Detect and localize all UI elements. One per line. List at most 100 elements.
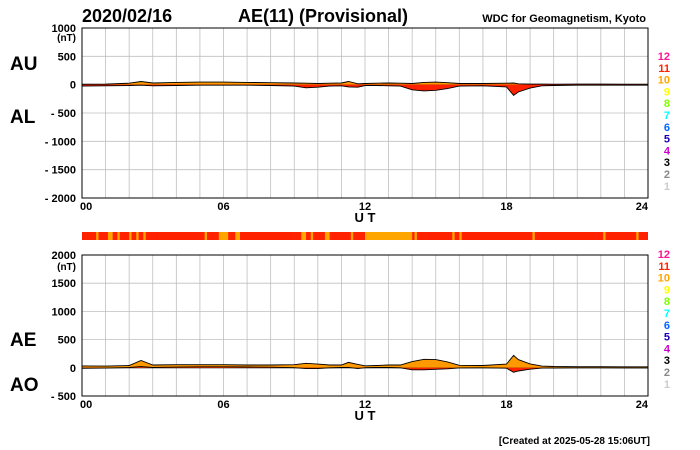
y-tick-label: - 2000 [45,193,76,205]
series-line-ao [81,366,648,373]
y-tick-label: 500 [58,51,76,63]
legend-item: 5 [664,134,670,146]
legend-item: 6 [664,122,670,134]
date-title: 2020/02/16 [82,6,172,26]
series-label-ae: AE [10,330,36,351]
y-tick-label: 1500 [52,278,76,290]
x-tick-label: 18 [500,399,512,411]
legend-item: 10 [658,75,670,87]
series-label-au: AU [10,54,37,75]
x-tick-label: 12 [359,201,371,213]
area-ae [82,355,648,368]
data-availability-bar [82,232,648,240]
availability-segment [603,232,606,240]
plot-frame [81,27,649,199]
source-label: WDC for Geomagnetism, Kyoto [482,13,646,25]
x-axis-label: U T [355,408,376,423]
y-tick-label: 2000 [52,250,76,262]
x-tick-labels: 00 06 12 18 24 [80,399,649,411]
availability-segment [636,232,639,240]
availability-segment [310,232,314,240]
y-tick-label: - 1500 [45,165,76,177]
legend-item: 7 [664,308,670,320]
grid [82,27,648,199]
y-tick-label: 0 [70,80,76,92]
y-tick-label: 500 [58,335,76,347]
legend-item: 9 [664,86,670,98]
series-line-au [81,81,648,85]
legend-item: 6 [664,320,670,332]
availability-segment [301,232,307,240]
plot-frame [81,254,649,397]
series-label-ao: AO [10,375,39,396]
created-timestamp: [Created at 2025-05-28 15:06UT] [499,436,650,447]
legend-item: 11 [658,63,670,75]
x-tick-label: 24 [636,399,649,411]
legend-item: 10 [658,273,670,285]
x-tick-label: 00 [80,201,92,213]
legend-item: 7 [664,110,670,122]
legend-item: 5 [664,332,670,344]
legend-item: 2 [664,169,670,181]
availability-segment [235,232,241,240]
availability-segment [143,232,146,240]
legend-item: 4 [664,145,671,157]
legend-item: 3 [664,355,670,367]
data-lines [81,354,648,373]
availability-segment [324,232,330,240]
availability-segment [204,232,207,240]
availability-segment [365,232,413,240]
availability-segment [117,232,120,240]
availability-segment [107,232,113,240]
grid [82,254,648,397]
legend-item: 8 [664,98,670,110]
availability-segment [452,232,455,240]
legend-item: 4 [664,343,671,355]
legend-item: 2 [664,367,670,379]
legend-item: 1 [664,379,670,391]
availability-segment [96,232,99,240]
x-tick-labels: 00 06 12 18 24 [80,201,649,213]
y-tick-label: 1000 [52,23,76,35]
x-axis-label: U T [355,210,376,225]
y-tick-labels: 1000 500 0 - 500 - 1000 - 1500 - 2000 [45,23,76,205]
legend-item: 9 [664,284,670,296]
legend-item: 11 [658,261,670,273]
y-tick-label: 0 [70,363,76,375]
data-lines [81,81,648,97]
availability-segment [350,232,354,240]
legend-item: 1 [664,181,670,193]
y-tick-label: - 1000 [45,136,76,148]
y-unit-label: (nT) [57,33,76,44]
x-tick-label: 24 [636,201,649,213]
legend-item: 12 [658,249,670,261]
availability-segment [532,232,535,240]
availability-segment [218,232,229,240]
x-tick-label: 12 [359,399,371,411]
series-line-al [81,84,648,97]
availability-segment [459,232,462,240]
series-line-ae [81,354,648,368]
y-unit-label: (nT) [57,262,76,273]
y-tick-label: 1000 [52,306,76,318]
x-tick-label: 00 [80,399,92,411]
y-tick-label: - 500 [51,391,76,403]
x-tick-label: 06 [217,201,229,213]
availability-segment [129,232,132,240]
legend-item: 8 [664,296,670,308]
x-tick-label: 18 [500,201,512,213]
index-title: AE(11) (Provisional) [238,6,408,26]
series-label-al: AL [10,107,36,128]
y-tick-labels: 2000 1500 1000 500 0 - 500 [51,250,76,403]
availability-segment [414,232,417,240]
x-tick-label: 06 [217,399,229,411]
availability-segment [136,232,139,240]
y-tick-label: - 500 [51,108,76,120]
legend-item: 3 [664,157,670,169]
legend-item: 12 [658,51,670,63]
